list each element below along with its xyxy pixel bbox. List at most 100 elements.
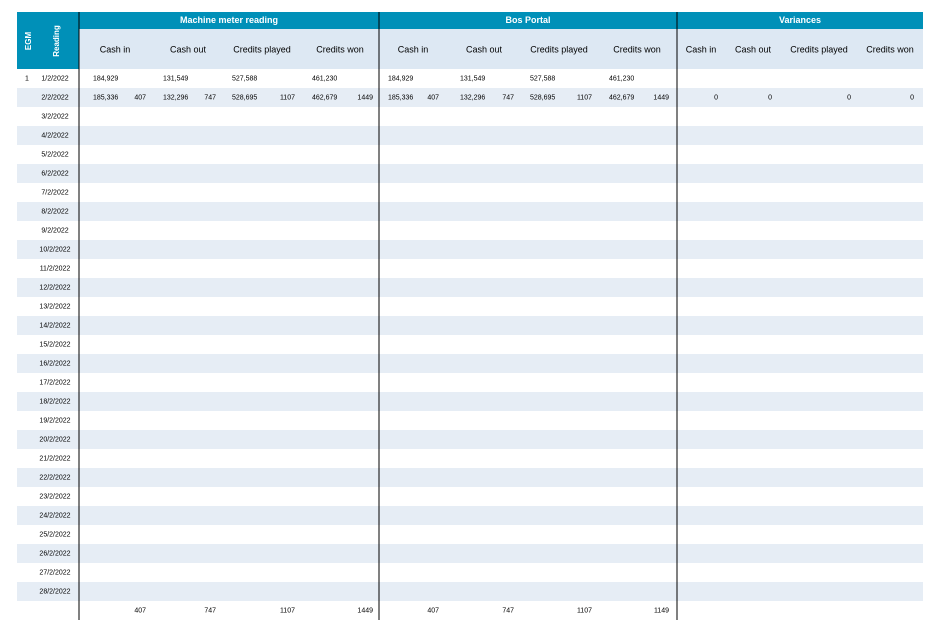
diff-cell: 747 [204,94,216,101]
row-stripe [17,506,923,525]
diff-cell: 407 [427,607,439,614]
column-header: Cash in [686,44,717,54]
row-stripe [17,240,923,259]
diff-cell: 407 [134,607,146,614]
group-title: Variances [779,15,821,25]
reading-date: 23/2/2022 [39,493,70,500]
diff-cell: 407 [427,94,439,101]
reading-cell: 462,679 [312,94,337,101]
reading-cell: 185,336 [388,94,413,101]
reading-date: 8/2/2022 [41,208,68,215]
reading-date: 11/2/2022 [40,265,71,272]
left-header-bg [17,12,79,69]
reading-date: 18/2/2022 [39,398,70,405]
variance-cell: 0 [847,94,851,101]
reading-cell: 527,588 [232,75,257,82]
diff-cell: 1107 [577,94,592,101]
row-stripe [17,202,923,221]
diff-cell: 1107 [280,607,295,614]
row-stripe [17,392,923,411]
reading-date: 27/2/2022 [39,569,70,576]
reading-date: 2/2/2022 [41,94,68,101]
reading-cell: 132,296 [163,94,188,101]
diff-cell: 1107 [577,607,592,614]
reading-cell: 527,588 [530,75,555,82]
row-stripe [17,164,923,183]
variance-cell: 0 [910,94,914,101]
reading-cell: 131,549 [460,75,485,82]
column-header: Credits won [613,44,661,54]
diff-cell: 1449 [653,94,669,101]
reading-date: 10/2/2022 [39,246,70,253]
reading-date: 9/2/2022 [41,227,68,234]
reading-date: 19/2/2022 [39,417,70,424]
group-title: Bos Portal [505,15,550,25]
reading-date: 13/2/2022 [39,303,70,310]
diff-cell: 747 [502,94,514,101]
diff-cell: 1149 [654,607,669,614]
column-header: Cash in [398,44,429,54]
group-header-bg [79,12,923,29]
column-header: Credits played [530,44,588,54]
reading-date: 20/2/2022 [39,436,70,443]
row-stripe [17,354,923,373]
reading-date: 14/2/2022 [39,322,70,329]
sub-header-bg [79,29,923,69]
column-header: Credits won [866,44,914,54]
diff-cell: 747 [204,607,216,614]
reading-cell: 184,929 [388,75,413,82]
column-header: Cash out [735,44,772,54]
reading-date: 12/2/2022 [39,284,70,291]
row-stripe [17,582,923,601]
reading-date: 3/2/2022 [41,113,68,120]
column-header: Cash out [466,44,503,54]
column-header: Cash in [100,44,131,54]
reading-date: 28/2/2022 [39,588,70,595]
variance-cell: 0 [768,94,772,101]
reading-cell: 184,929 [93,75,118,82]
reading-cell: 131,549 [163,75,188,82]
reading-date: 25/2/2022 [39,531,70,538]
reading-date: 6/2/2022 [41,170,68,177]
reading-cell: 462,679 [609,94,634,101]
reading-date: 7/2/2022 [41,189,68,196]
reading-date: 4/2/2022 [41,132,68,139]
row-stripe [17,544,923,563]
column-header: Credits played [233,44,291,54]
egm-cell: 1 [25,75,29,82]
diff-cell: 747 [502,607,514,614]
reading-cell: 461,230 [609,75,634,82]
variance-cell: 0 [714,94,718,101]
row-stripe [17,316,923,335]
reading-date: 24/2/2022 [39,512,70,519]
reading-date: 1/2/2022 [41,75,68,82]
reading-date: 5/2/2022 [41,151,68,158]
reading-date: 16/2/2022 [39,360,70,367]
reading-date: 22/2/2022 [39,474,70,481]
reading-cell: 185,336 [93,94,118,101]
reading-date: 26/2/2022 [39,550,70,557]
row-stripe [17,88,923,107]
row-stripe [17,468,923,487]
reading-cell: 132,296 [460,94,485,101]
diff-cell: 1449 [357,607,373,614]
diff-cell: 407 [134,94,146,101]
row-stripe [17,126,923,145]
reading-header: Reading [52,25,61,57]
column-header: Credits played [790,44,848,54]
diff-cell: 1449 [357,94,373,101]
reading-date: 21/2/2022 [39,455,70,462]
reading-cell: 528,695 [232,94,257,101]
reading-date: 15/2/2022 [39,341,70,348]
reading-cell: 528,695 [530,94,555,101]
row-stripe [17,278,923,297]
diff-cell: 1107 [280,94,295,101]
column-header: Cash out [170,44,207,54]
reading-cell: 461,230 [312,75,337,82]
column-header: Credits won [316,44,364,54]
reading-date: 17/2/2022 [39,379,70,386]
row-stripe [17,430,923,449]
group-title: Machine meter reading [180,15,278,25]
egm-header: EGM [24,32,33,51]
